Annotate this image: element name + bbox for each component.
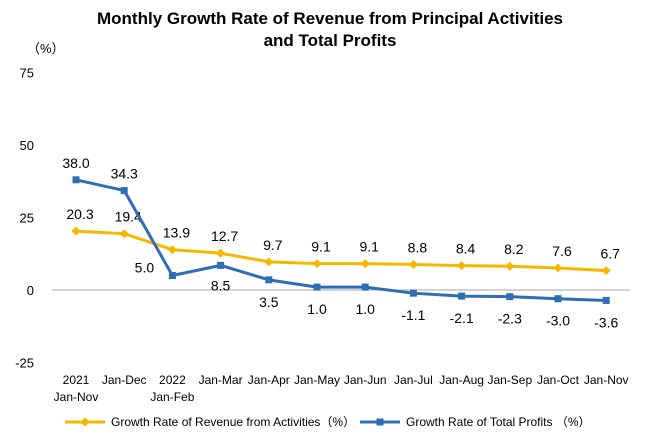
profits-data-point bbox=[361, 283, 369, 291]
x-tick-label: Jan-Mar bbox=[199, 373, 243, 387]
x-tick-label: Jan-Jul bbox=[394, 373, 433, 387]
profits-data-point bbox=[168, 272, 176, 279]
profits-data-label: -2.1 bbox=[450, 310, 474, 326]
revenue-data-label: 12.7 bbox=[211, 228, 238, 244]
x-tick-label: Jan-Jun bbox=[344, 373, 387, 387]
profits-data-point bbox=[313, 283, 321, 291]
revenue-data-point bbox=[216, 248, 226, 258]
revenue-data-point bbox=[312, 259, 322, 269]
revenue-data-label: 8.8 bbox=[408, 239, 428, 255]
x-tick-label: Jan-Oct bbox=[537, 373, 580, 387]
legend-revenue-marker bbox=[80, 417, 90, 427]
profits-data-point bbox=[458, 292, 466, 300]
revenue-data-point bbox=[601, 266, 611, 276]
x-tick-label: Jan-Nov bbox=[584, 373, 629, 387]
revenue-data-label: 9.1 bbox=[359, 239, 379, 255]
profits-data-label: 34.3 bbox=[111, 166, 138, 182]
revenue-data-label: 6.7 bbox=[600, 246, 620, 262]
profits-data-label: 5.0 bbox=[135, 260, 155, 276]
profits-data-point bbox=[72, 176, 80, 184]
revenue-data-label: 8.4 bbox=[456, 241, 476, 257]
profits-data-label: 1.0 bbox=[307, 301, 327, 317]
profits-data-label: 3.5 bbox=[259, 294, 279, 310]
profits-series-line bbox=[75, 178, 607, 302]
profits-data-point bbox=[265, 276, 273, 284]
x-tick-label: Jan-Sep bbox=[487, 373, 532, 387]
x-tick-label: Jan-May bbox=[294, 373, 340, 387]
x-tick-label: 2022 bbox=[159, 373, 186, 387]
x-tick-label: Jan-Apr bbox=[248, 373, 290, 387]
x-tick-label: Jan-Nov bbox=[54, 390, 99, 404]
revenue-data-point bbox=[553, 263, 563, 273]
revenue-data-point bbox=[408, 259, 418, 269]
revenue-series-line bbox=[75, 229, 607, 273]
profits-data-label: 38.0 bbox=[62, 155, 89, 171]
revenue-data-point bbox=[167, 245, 177, 255]
y-tick-label: 25 bbox=[20, 211, 34, 226]
revenue-data-label: 9.7 bbox=[263, 237, 283, 253]
chart-title: Monthly Growth Rate of Revenue from Prin… bbox=[0, 8, 660, 52]
x-tick-label: Jan-Dec bbox=[102, 373, 147, 387]
chart-title-line-1: Monthly Growth Rate of Revenue from Prin… bbox=[97, 9, 563, 28]
x-tick-label: Jan-Aug bbox=[439, 373, 484, 387]
revenue-data-point bbox=[360, 259, 370, 269]
revenue-data-point bbox=[505, 261, 515, 271]
revenue-data-point bbox=[119, 229, 129, 239]
revenue-data-point bbox=[457, 261, 467, 271]
profits-data-point bbox=[506, 293, 514, 301]
revenue-data-label: 8.2 bbox=[504, 241, 524, 257]
profits-data-label: -3.0 bbox=[546, 313, 570, 329]
revenue-data-label: 9.1 bbox=[311, 239, 331, 255]
x-tick-label: Jan-Feb bbox=[150, 390, 194, 404]
profits-data-label: -1.1 bbox=[401, 307, 425, 323]
revenue-data-label: 13.9 bbox=[163, 225, 190, 241]
y-axis-unit-label: （%） bbox=[27, 41, 65, 56]
revenue-data-label: 20.3 bbox=[66, 206, 93, 222]
profits-data-label: 8.5 bbox=[211, 277, 231, 293]
profits-data-point bbox=[409, 289, 417, 297]
y-tick-label: 50 bbox=[20, 138, 34, 153]
legend-profits-marker bbox=[376, 418, 384, 426]
y-tick-label: -25 bbox=[15, 356, 34, 371]
legend-profits-label: Growth Rate of Total Profits （%） bbox=[406, 415, 591, 429]
revenue-data-point bbox=[71, 226, 81, 236]
revenue-data-point bbox=[264, 257, 274, 267]
x-tick-label: 2021 bbox=[63, 373, 90, 387]
y-tick-label: 75 bbox=[20, 66, 34, 81]
profits-data-label: -3.6 bbox=[594, 314, 618, 330]
profits-data-point bbox=[602, 296, 610, 304]
legend-revenue-label: Growth Rate of Revenue from Activities（%… bbox=[111, 415, 355, 429]
profits-data-point bbox=[217, 261, 225, 269]
chart-title-line-2: and Total Profits bbox=[263, 31, 397, 50]
profits-data-label: 1.0 bbox=[355, 301, 375, 317]
profits-data-label: -2.3 bbox=[498, 311, 522, 327]
profits-data-point bbox=[120, 187, 128, 195]
profits-data-point bbox=[554, 295, 562, 303]
y-tick-label: 0 bbox=[27, 283, 34, 298]
revenue-data-label: 7.6 bbox=[552, 243, 572, 259]
